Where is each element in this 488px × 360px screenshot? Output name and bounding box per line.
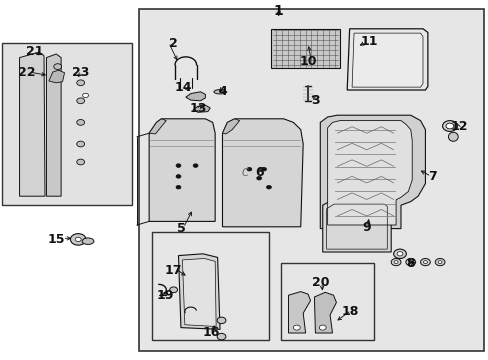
- Circle shape: [77, 80, 84, 86]
- Circle shape: [82, 93, 88, 98]
- Circle shape: [293, 325, 300, 330]
- Text: 15: 15: [47, 233, 65, 246]
- Text: 5: 5: [176, 222, 185, 235]
- Polygon shape: [346, 29, 427, 90]
- Text: 7: 7: [427, 170, 436, 183]
- Text: 10: 10: [299, 55, 316, 68]
- Text: 23: 23: [72, 66, 89, 78]
- Text: 8: 8: [406, 257, 414, 270]
- Circle shape: [246, 167, 251, 171]
- Ellipse shape: [447, 132, 457, 141]
- Circle shape: [405, 258, 415, 266]
- Text: 21: 21: [26, 45, 44, 58]
- Text: 3: 3: [310, 94, 319, 107]
- Circle shape: [437, 261, 441, 264]
- Text: 4: 4: [218, 85, 226, 98]
- Polygon shape: [320, 115, 425, 229]
- Circle shape: [420, 258, 429, 266]
- Circle shape: [261, 167, 266, 171]
- Polygon shape: [46, 54, 61, 196]
- Text: 17: 17: [164, 264, 182, 276]
- Circle shape: [390, 258, 400, 266]
- Text: 13: 13: [189, 102, 206, 114]
- Circle shape: [176, 164, 181, 167]
- Polygon shape: [193, 105, 210, 112]
- Circle shape: [217, 317, 225, 324]
- Text: 12: 12: [450, 120, 468, 132]
- Polygon shape: [182, 258, 216, 327]
- Text: 1: 1: [273, 4, 283, 18]
- Circle shape: [423, 261, 427, 264]
- Text: 20: 20: [311, 276, 328, 289]
- Circle shape: [396, 252, 402, 256]
- Polygon shape: [149, 119, 166, 134]
- Circle shape: [169, 287, 177, 293]
- Polygon shape: [327, 121, 411, 225]
- Circle shape: [393, 261, 397, 264]
- Polygon shape: [314, 292, 336, 333]
- Polygon shape: [149, 119, 215, 221]
- Circle shape: [393, 249, 406, 258]
- Bar: [2, 43, 132, 205]
- Circle shape: [75, 237, 81, 242]
- Circle shape: [77, 141, 84, 147]
- Text: 16: 16: [202, 327, 220, 339]
- Bar: [139, 9, 483, 351]
- Polygon shape: [322, 200, 390, 252]
- Circle shape: [176, 175, 181, 178]
- Circle shape: [193, 164, 198, 167]
- Polygon shape: [178, 254, 220, 329]
- Circle shape: [408, 261, 412, 264]
- Circle shape: [70, 234, 86, 245]
- Ellipse shape: [214, 90, 226, 94]
- Text: 11: 11: [360, 35, 377, 48]
- Circle shape: [77, 98, 84, 104]
- Polygon shape: [222, 119, 303, 227]
- Bar: [271, 29, 339, 68]
- Circle shape: [319, 325, 325, 330]
- Circle shape: [434, 258, 444, 266]
- Polygon shape: [288, 292, 310, 333]
- Text: 6: 6: [254, 166, 263, 179]
- Polygon shape: [351, 33, 422, 87]
- Polygon shape: [20, 52, 45, 196]
- Text: C: C: [242, 168, 248, 179]
- Text: 2: 2: [169, 37, 178, 50]
- Circle shape: [77, 159, 84, 165]
- Text: 19: 19: [156, 289, 174, 302]
- Bar: [151, 232, 268, 340]
- Circle shape: [176, 185, 181, 189]
- Circle shape: [256, 176, 261, 180]
- Circle shape: [217, 333, 225, 340]
- Text: 22: 22: [18, 66, 36, 78]
- Polygon shape: [185, 92, 205, 101]
- Ellipse shape: [82, 238, 94, 244]
- Text: 14: 14: [174, 81, 192, 94]
- Bar: [281, 263, 373, 340]
- Circle shape: [442, 121, 456, 131]
- Text: 18: 18: [341, 305, 359, 318]
- Circle shape: [54, 64, 61, 69]
- Polygon shape: [49, 70, 64, 83]
- Polygon shape: [222, 119, 239, 134]
- Circle shape: [77, 120, 84, 125]
- Circle shape: [445, 123, 453, 129]
- Text: 9: 9: [362, 221, 370, 234]
- Circle shape: [266, 185, 271, 189]
